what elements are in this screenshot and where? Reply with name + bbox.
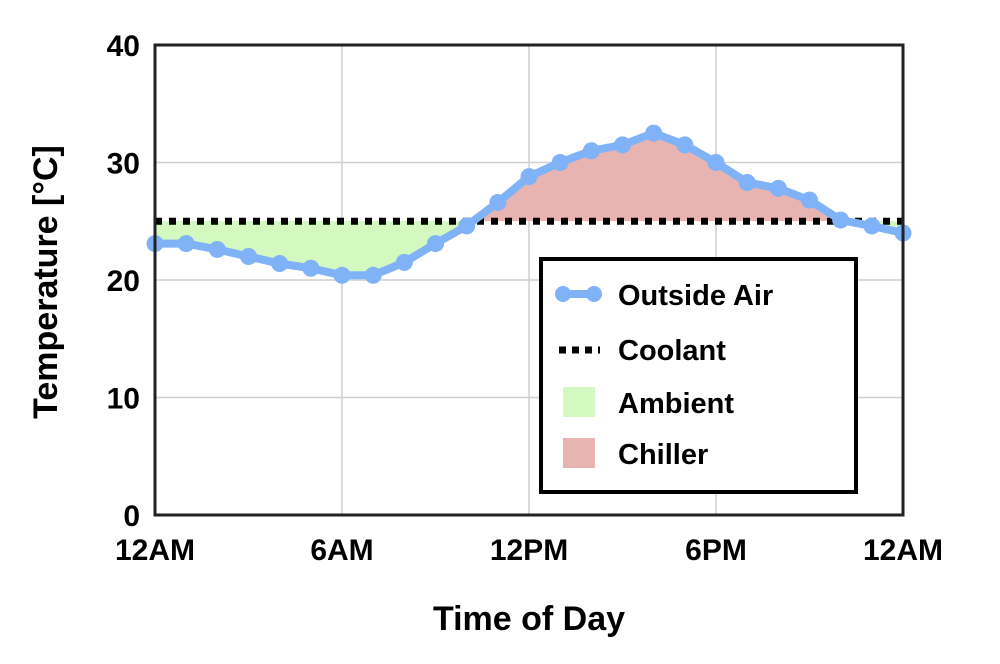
legend-marker [555,286,571,302]
legend-item-coolant: Coolant [559,335,726,367]
x-tick-label: 12PM [490,534,568,567]
legend-item-chiller: Chiller [563,438,708,471]
y-tick-label: 0 [123,500,140,533]
x-tick-label: 6PM [685,534,747,567]
outside-air-point [801,191,818,209]
outside-air-point [302,259,320,277]
legend-swatch-chiller [563,438,595,468]
y-tick-labels: 0 10 20 30 40 [107,30,140,533]
y-tick-label: 20 [107,265,140,298]
outside-air-point [832,211,850,229]
legend-label: Outside Air [618,280,773,312]
outside-air-point [769,179,787,197]
legend-marker [586,286,602,302]
legend-item-outside-air: Outside Air [555,280,773,312]
y-tick-label: 10 [107,383,140,416]
outside-air-point [395,253,413,271]
legend-item-ambient: Ambient [563,387,734,420]
ambient-area [155,221,903,276]
legend-label: Chiller [618,439,708,471]
outside-air-point [707,154,725,171]
outside-air-point [427,235,444,253]
legend-swatch-ambient [563,387,595,417]
x-axis-label: Time of Day [433,600,625,638]
outside-air-point [271,255,289,273]
y-tick-label: 30 [107,148,140,181]
y-tick-label: 40 [107,30,140,63]
outside-air-point [208,240,226,258]
outside-air-point [676,136,694,154]
outside-air-point [614,136,631,154]
legend-label: Ambient [618,388,734,420]
outside-air-point [240,248,257,265]
outside-air-point [863,217,881,235]
outside-air-point [582,142,600,160]
x-tick-label: 12AM [863,534,943,567]
outside-air-point [738,173,756,191]
x-tick-label: 6AM [310,534,373,567]
x-tick-label: 12AM [115,534,195,567]
outside-air-point [177,235,195,253]
outside-air-point [333,266,351,284]
outside-air-point [520,168,538,186]
outside-air-point [489,193,507,211]
legend: Outside Air Coolant Ambient Chiller [539,257,858,494]
outside-air-point [364,266,382,284]
y-axis-label: Temperature [°C] [27,145,65,419]
x-tick-labels: 12AM 6AM 12PM 6PM 12AM [115,534,943,567]
outside-air-point [645,124,663,142]
plot-frame [153,43,905,517]
legend-label: Coolant [618,335,726,367]
outside-air-point [458,217,476,235]
outside-air-point [551,154,569,171]
